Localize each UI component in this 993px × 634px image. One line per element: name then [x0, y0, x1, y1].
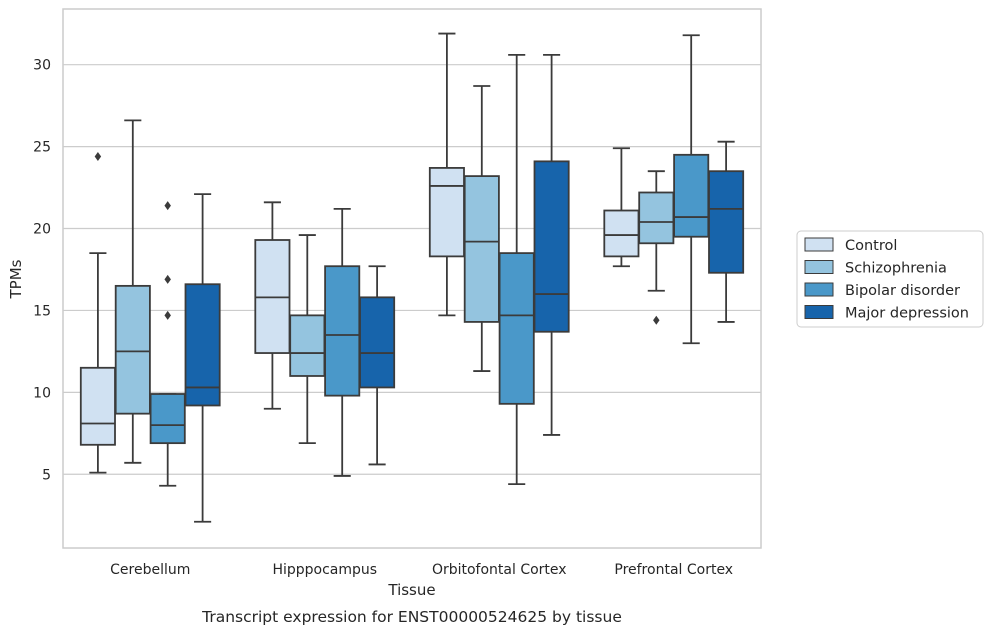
box-group [673, 34, 710, 345]
box-group [463, 85, 500, 372]
legend-swatch [804, 305, 834, 319]
box [289, 314, 326, 377]
legend-swatch [804, 282, 834, 297]
boxes [79, 32, 745, 523]
x-tick-label: Hipppocampus [272, 562, 377, 578]
box-group [533, 53, 570, 436]
x-tick-label: Cerebellum [110, 562, 190, 578]
box [79, 366, 116, 446]
y-axis-label: TPMs [7, 259, 25, 299]
box-group [149, 201, 186, 487]
x-tick-label: Prefrontal Cortex [614, 562, 733, 578]
outlier-point [653, 315, 660, 325]
x-axis-label: Tissue [387, 581, 435, 599]
grid-lines [63, 64, 761, 475]
legend-swatch [804, 237, 834, 252]
box [463, 175, 500, 323]
box [498, 252, 535, 405]
y-tick-labels: 5 10 15 20 25 30 [33, 58, 51, 484]
box [359, 296, 396, 389]
box [324, 265, 361, 397]
box [708, 170, 745, 274]
box-group [289, 234, 326, 445]
x-tick-labels: Cerebellum Hipppocampus Orbitofontal Corte… [110, 562, 733, 578]
x-tick-label: Orbitofontal Cortex [432, 562, 567, 578]
y-tick-label: 15 [33, 303, 51, 319]
box [184, 283, 221, 407]
box [603, 209, 640, 258]
outlier-point [164, 201, 171, 211]
y-tick-label: 20 [33, 222, 51, 238]
box [149, 393, 186, 445]
legend-label: Bipolar disorder [845, 283, 960, 299]
box-group [708, 140, 745, 323]
box [673, 153, 710, 238]
box-group [324, 207, 361, 477]
legend-label: Major depression [845, 306, 969, 322]
box-group [638, 170, 675, 325]
box-group [603, 147, 640, 268]
y-tick-label: 25 [33, 140, 51, 156]
outlier-point [164, 310, 171, 320]
box-group [79, 151, 116, 474]
legend-label: Schizophrenia [845, 261, 947, 277]
box-group [359, 265, 396, 466]
legend-frame [796, 230, 984, 328]
chart-caption: Transcript expression for ENST0000052462… [201, 608, 622, 626]
box [114, 284, 151, 415]
legend-swatch [804, 260, 834, 274]
y-tick-label: 10 [33, 385, 51, 401]
box-group [498, 53, 535, 486]
plot-area-frame [62, 8, 762, 549]
box-group [184, 193, 221, 523]
box [638, 191, 675, 245]
box-group [254, 201, 291, 410]
outlier-point [164, 274, 171, 284]
box [428, 167, 465, 258]
box-group [428, 32, 465, 317]
legend: Control Schizophrenia Bipolar disorder Majo… [796, 230, 984, 328]
y-tick-label: 5 [42, 467, 51, 483]
y-tick-label: 30 [33, 58, 51, 74]
box [533, 160, 570, 333]
box-group [114, 119, 151, 464]
legend-label: Control [845, 238, 897, 254]
outlier-point [94, 151, 102, 161]
